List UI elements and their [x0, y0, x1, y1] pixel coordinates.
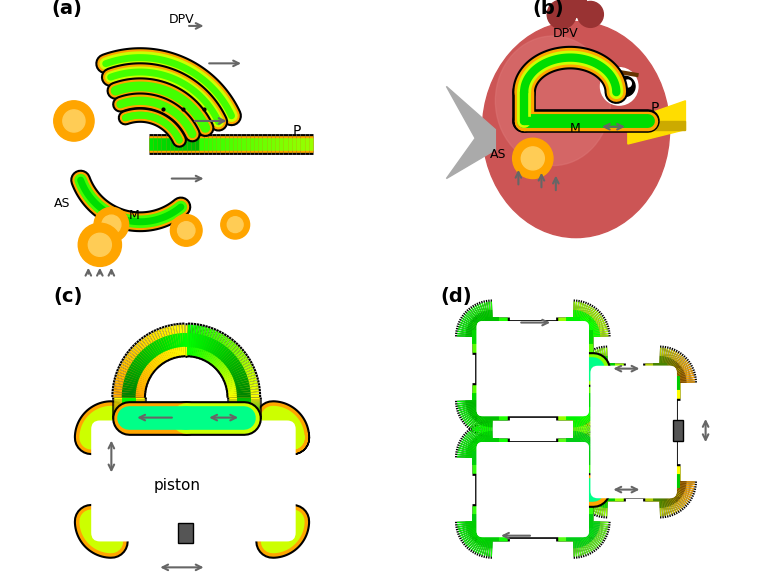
- Text: P: P: [650, 101, 659, 115]
- Text: AS: AS: [54, 198, 70, 210]
- FancyBboxPatch shape: [477, 442, 589, 537]
- Circle shape: [601, 67, 638, 105]
- Circle shape: [177, 222, 195, 239]
- Circle shape: [564, 0, 588, 17]
- Text: DPV: DPV: [169, 13, 194, 26]
- Circle shape: [578, 1, 604, 28]
- Text: P: P: [293, 124, 301, 138]
- Circle shape: [54, 101, 94, 141]
- Text: (b): (b): [533, 0, 564, 18]
- Circle shape: [94, 207, 129, 242]
- Polygon shape: [446, 86, 495, 179]
- Circle shape: [547, 0, 576, 29]
- Polygon shape: [628, 121, 686, 130]
- Circle shape: [63, 110, 85, 132]
- FancyBboxPatch shape: [91, 420, 296, 541]
- Circle shape: [221, 210, 250, 239]
- Polygon shape: [628, 101, 686, 144]
- Bar: [673, 420, 684, 441]
- FancyBboxPatch shape: [591, 366, 677, 498]
- Circle shape: [521, 147, 545, 170]
- Text: M: M: [570, 123, 581, 135]
- Circle shape: [78, 223, 121, 267]
- FancyBboxPatch shape: [477, 321, 589, 416]
- Circle shape: [615, 76, 635, 96]
- Bar: [177, 523, 194, 543]
- Circle shape: [170, 215, 202, 247]
- Text: M: M: [128, 209, 139, 222]
- Text: DPV: DPV: [553, 28, 578, 40]
- Ellipse shape: [495, 36, 611, 166]
- Text: (a): (a): [51, 0, 81, 18]
- Circle shape: [624, 80, 631, 87]
- Circle shape: [227, 217, 243, 233]
- Circle shape: [513, 138, 553, 179]
- FancyBboxPatch shape: [477, 442, 589, 537]
- FancyBboxPatch shape: [591, 366, 677, 498]
- Ellipse shape: [482, 22, 670, 238]
- Text: (d): (d): [441, 287, 472, 306]
- Circle shape: [102, 215, 121, 234]
- Text: (c): (c): [54, 287, 83, 306]
- Circle shape: [88, 233, 111, 256]
- FancyBboxPatch shape: [477, 321, 589, 416]
- Text: piston: piston: [154, 478, 201, 492]
- Text: AS: AS: [490, 149, 506, 161]
